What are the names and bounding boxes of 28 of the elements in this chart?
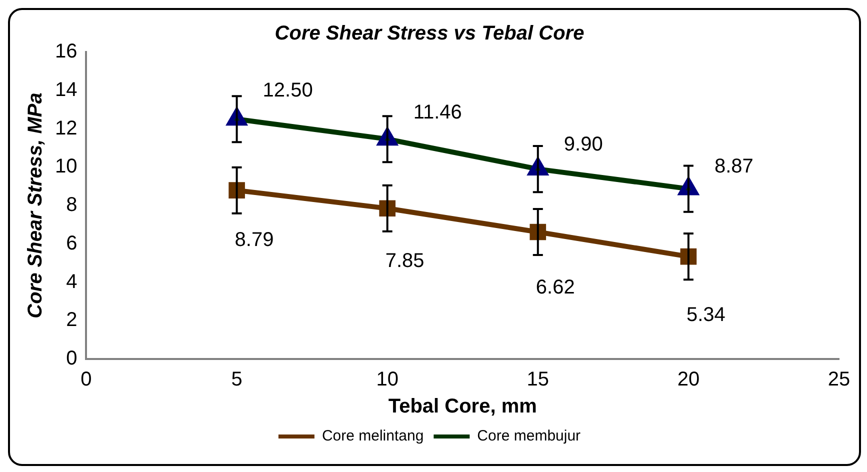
data-label: 7.85 — [385, 250, 424, 272]
data-label: 5.34 — [686, 304, 726, 326]
x-tick-label: 10 — [376, 368, 398, 391]
x-tick-label: 20 — [677, 368, 700, 391]
data-label: 8.79 — [234, 228, 274, 251]
x-axis-title: Tebal Core, mm — [388, 396, 537, 418]
y-tick-label: 6 — [66, 232, 78, 254]
y-tick-label: 2 — [66, 309, 78, 332]
legend-label: Core membujur — [477, 428, 581, 445]
data-label: 12.50 — [262, 80, 313, 102]
x-tick-label: 5 — [231, 368, 242, 391]
data-label: 8.87 — [714, 155, 754, 178]
y-tick-label: 0 — [66, 348, 78, 370]
data-label: 9.90 — [564, 134, 603, 156]
data-label: 11.46 — [413, 102, 462, 124]
x-tick-label: 0 — [80, 368, 92, 391]
y-tick-label: 10 — [54, 156, 78, 178]
y-tick-label: 14 — [54, 78, 78, 101]
data-label: 6.62 — [536, 276, 575, 298]
x-tick-label: 15 — [526, 368, 550, 391]
chart-title: Core Shear Stress vs Tebal Core — [274, 22, 584, 45]
y-axis-title: Core Shear Stress, MPa — [24, 92, 47, 318]
x-tick-label: 25 — [828, 368, 850, 391]
y-tick-label: 4 — [66, 270, 78, 293]
y-tick-label: 8 — [66, 194, 78, 216]
y-tick-label: 12 — [54, 117, 78, 140]
y-tick-label: 16 — [54, 40, 78, 63]
legend-label: Core melintang — [322, 428, 424, 445]
